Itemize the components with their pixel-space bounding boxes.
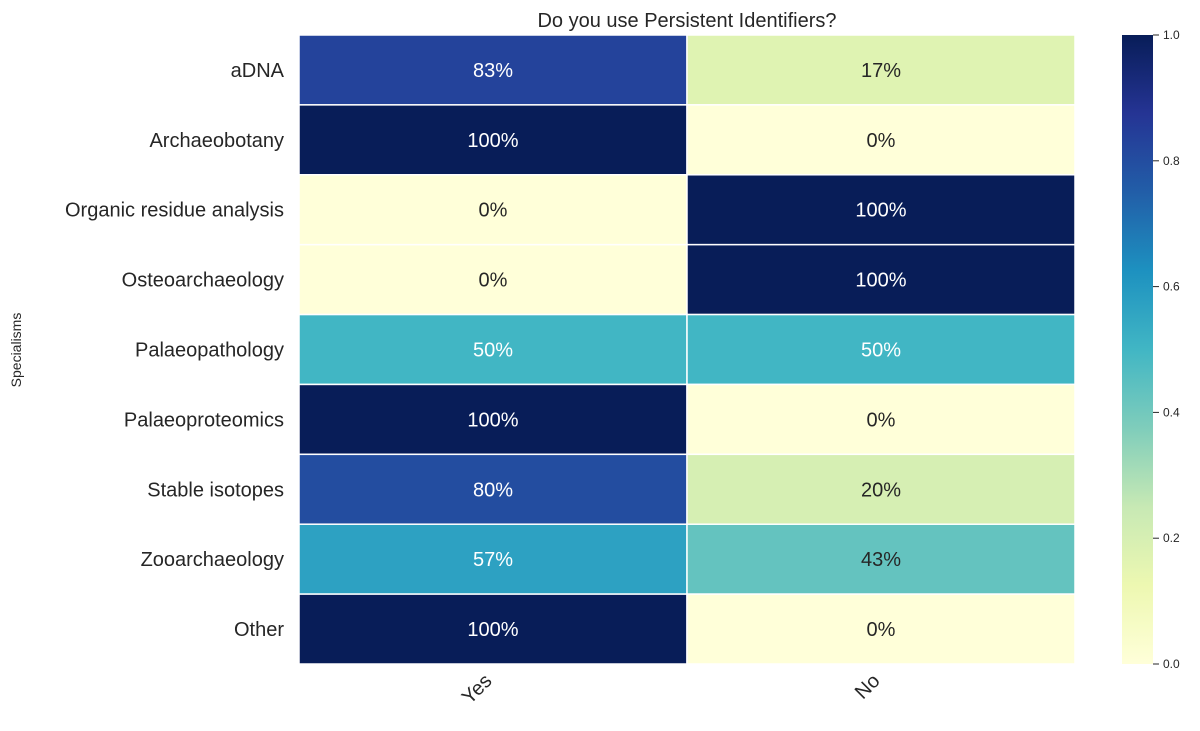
y-tick-label: Zooarchaeology: [141, 549, 284, 571]
cell-annotation: 50%: [861, 340, 901, 362]
y-tick-label: Osteoarchaeology: [122, 270, 284, 292]
y-tick-labels: aDNA Archaeobotany Organic residue analysi…: [65, 60, 285, 641]
cell-annotation: 0%: [867, 619, 896, 641]
heatmap-cell: [298, 34, 688, 106]
heatmap-cell: [686, 313, 1076, 386]
heatmap-cell: [686, 34, 1076, 106]
cell-annotation: 50%: [473, 340, 513, 362]
cell-annotation: 20%: [861, 479, 901, 501]
y-axis-label: Specialisms: [8, 313, 24, 388]
cell-annotation: 100%: [855, 270, 906, 292]
chart-title: Do you use Persistent Identifiers?: [537, 10, 836, 32]
heatmap-cell: [298, 104, 688, 176]
cell-annotation: 0%: [479, 200, 508, 222]
colorbar-tick-label: 0.0: [1163, 657, 1180, 671]
y-tick-label: Archaeobotany: [149, 130, 284, 152]
heatmap-cell: [298, 593, 688, 665]
colorbar-tick-label: 0.8: [1163, 154, 1180, 168]
cell-annotations: 83% 17% 100% 0% 0% 100% 0% 100% 50% 50% 100% 0% 80% 2…: [467, 60, 906, 641]
colorbar: [1122, 35, 1153, 664]
heatmap-cell: [686, 383, 1076, 456]
x-tick-labels: Yes No: [458, 670, 885, 709]
heatmap-cell: [686, 593, 1076, 665]
x-tick-label: No: [851, 670, 885, 704]
heatmap-cell: [686, 243, 1076, 316]
colorbar-tick-label: 0.6: [1163, 280, 1180, 294]
cell-annotation: 0%: [867, 130, 896, 152]
cell-annotation: 100%: [467, 130, 518, 152]
colorbar-tick-label: 0.2: [1163, 531, 1180, 545]
colorbar-ticks: 0.0 0.2 0.4 0.6 0.8 1.0: [1153, 28, 1180, 671]
heatmap-cell: [686, 523, 1076, 595]
cell-annotation: 100%: [467, 619, 518, 641]
cell-annotation: 17%: [861, 60, 901, 82]
cell-annotation: 80%: [473, 479, 513, 501]
heatmap-cells: [298, 34, 1076, 665]
y-tick-label: Other: [234, 619, 284, 641]
x-tick-label: Yes: [458, 670, 497, 709]
heatmap-cell: [298, 174, 688, 246]
cell-annotation: 83%: [473, 60, 513, 82]
y-tick-label: aDNA: [231, 60, 285, 82]
cell-annotation: 43%: [861, 549, 901, 571]
cell-annotation: 100%: [467, 409, 518, 431]
y-tick-label: Palaeopathology: [135, 340, 284, 362]
colorbar-tick-label: 0.4: [1163, 405, 1180, 419]
y-tick-label: Organic residue analysis: [65, 200, 284, 222]
cell-annotation: 0%: [479, 270, 508, 292]
heatmap-cell: [298, 453, 688, 525]
y-tick-label: Palaeoproteomics: [124, 409, 284, 431]
heatmap-cell: [686, 453, 1076, 525]
cell-annotation: 0%: [867, 409, 896, 431]
cell-annotation: 100%: [855, 200, 906, 222]
heatmap-cell: [686, 104, 1076, 176]
cell-annotation: 57%: [473, 549, 513, 571]
heatmap-cell: [686, 174, 1076, 246]
y-tick-label: Stable isotopes: [147, 479, 284, 501]
colorbar-tick-label: 1.0: [1163, 28, 1180, 42]
